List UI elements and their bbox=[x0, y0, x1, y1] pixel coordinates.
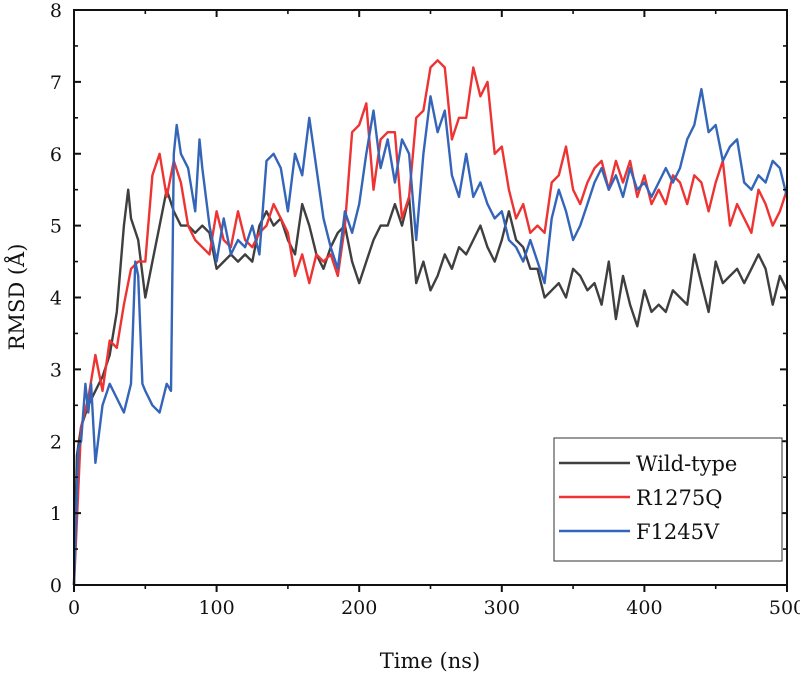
series-layer bbox=[72, 59, 789, 586]
y-tick-label: 5 bbox=[50, 216, 62, 238]
x-tick-label: 500 bbox=[769, 597, 800, 619]
y-tick-label: 1 bbox=[50, 503, 62, 525]
legend: Wild-type R1275Q F1245V bbox=[553, 437, 783, 562]
x-tick-label: 200 bbox=[341, 597, 377, 619]
y-tick-label: 8 bbox=[50, 0, 62, 22]
legend-item: F1245V bbox=[559, 520, 720, 544]
legend-label: F1245V bbox=[636, 520, 720, 544]
x-tick-label: 300 bbox=[484, 597, 520, 619]
legend-item: Wild-type bbox=[559, 452, 737, 476]
y-tick-label: 0 bbox=[50, 575, 62, 597]
y-tick-label: 3 bbox=[50, 359, 62, 381]
legend-label: Wild-type bbox=[636, 452, 737, 476]
series-line-wild-type bbox=[72, 188, 789, 586]
y-tick-label: 6 bbox=[50, 144, 62, 166]
series-line-r1275q bbox=[72, 59, 789, 586]
x-axis-title: Time (ns) bbox=[380, 649, 480, 673]
legend-label: R1275Q bbox=[636, 486, 722, 510]
x-tick-label: 400 bbox=[626, 597, 662, 619]
x-tick-label: 0 bbox=[68, 597, 80, 619]
x-tick-label: 100 bbox=[198, 597, 234, 619]
y-axis-title: RMSD (Å) bbox=[4, 244, 29, 351]
y-tick-label: 4 bbox=[50, 288, 62, 310]
series-line-f1245v bbox=[72, 87, 789, 586]
legend-item: R1275Q bbox=[559, 486, 722, 510]
y-tick-label: 2 bbox=[50, 431, 62, 453]
y-tick-label: 7 bbox=[50, 72, 62, 94]
tick-layer: 0 100 200 300 400 500 0 1 2 3 4 5 6 7 8 bbox=[50, 0, 800, 619]
legend-box bbox=[553, 437, 783, 562]
